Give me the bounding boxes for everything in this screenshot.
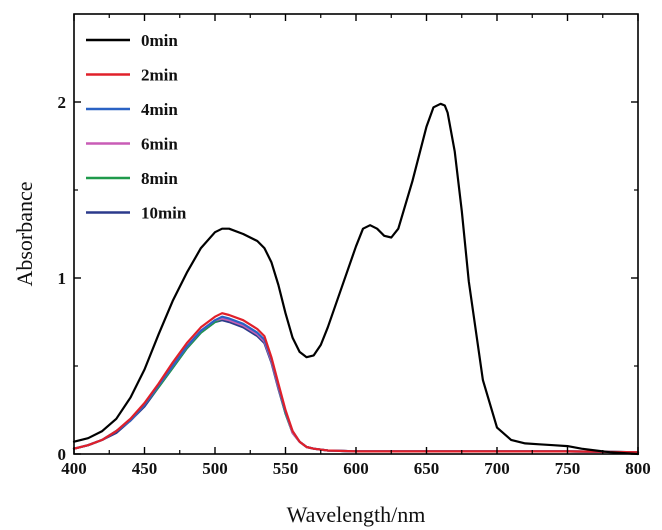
x-tick-label: 600 (343, 459, 369, 478)
legend-entry-0min: 0min (86, 31, 178, 50)
legend-label: 2min (141, 66, 178, 85)
legend-entry-4min: 4min (86, 100, 178, 119)
legend-entry-6min: 6min (86, 135, 178, 154)
legend-entry-2min: 2min (86, 66, 178, 85)
series-line-0min (72, 102, 640, 456)
x-tick-label: 400 (61, 459, 87, 478)
legend: 0min 2min 4min 6min 8min 10min (86, 31, 187, 223)
legend-entry-10min: 10min (86, 204, 187, 223)
x-tick-label: 550 (273, 459, 299, 478)
legend-entry-8min: 8min (86, 169, 178, 188)
y-axis-title: Absorbance (12, 181, 37, 286)
legend-label: 10min (141, 204, 187, 223)
series-layer (72, 102, 640, 456)
x-axis-title: Wavelength/nm (287, 502, 426, 527)
series-line-2min (72, 312, 640, 454)
x-tick-label: 650 (414, 459, 440, 478)
legend-label: 0min (141, 31, 178, 50)
y-tick-label: 2 (58, 93, 67, 112)
x-tick-label: 800 (625, 459, 651, 478)
x-tick-label: 450 (132, 459, 158, 478)
legend-label: 4min (141, 100, 178, 119)
x-tick-label: 750 (555, 459, 581, 478)
y-tick-label: 1 (58, 269, 67, 288)
y-tick-label: 0 (58, 445, 67, 464)
legend-label: 6min (141, 135, 178, 154)
tick-layer: 400 450 500 550 600 650 700 750 800 0 1 2 (58, 14, 651, 478)
x-tick-label: 700 (484, 459, 510, 478)
legend-label: 8min (141, 169, 178, 188)
x-tick-label: 500 (202, 459, 228, 478)
